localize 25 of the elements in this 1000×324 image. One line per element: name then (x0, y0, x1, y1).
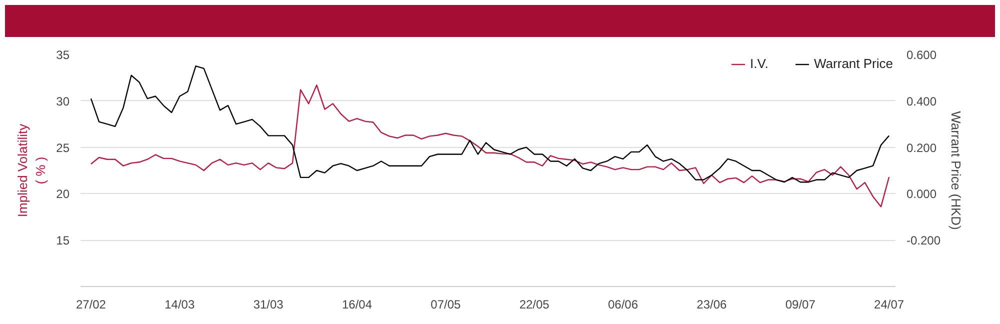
x-tick-label: 16/04 (342, 298, 372, 312)
y-tick-label: 15 (56, 234, 70, 248)
y-tick-label: 20 (56, 187, 70, 202)
x-tick-label: 24/07 (874, 298, 904, 312)
y-tick-label: 35 (56, 48, 70, 62)
x-tick-label: 07/05 (430, 298, 462, 312)
x-tick-label: 14/03 (164, 298, 195, 312)
y-tick-label: 30 (56, 94, 70, 108)
y2-tick-label: 0.000 (906, 187, 937, 202)
x-tick-label: 22/05 (519, 298, 550, 312)
legend-label: I.V. (750, 56, 770, 71)
y-axis-title: Implied Volatility ( % ) (15, 123, 48, 218)
x-tick-label: 06/06 (608, 298, 638, 312)
x-tick-label: 09/07 (785, 298, 816, 312)
y2-tick-label: 0.600 (906, 48, 937, 62)
legend-label: Warrant Price (814, 56, 893, 71)
y2-tick-label: 0.400 (906, 94, 937, 108)
x-tick-label: 31/03 (253, 298, 284, 312)
y2-tick-label: 0.200 (906, 140, 937, 155)
y2-axis-title: Warrant Price (HKD) (948, 111, 964, 230)
y-tick-label: 25 (56, 140, 70, 155)
y2-tick-label: -0.200 (906, 234, 941, 248)
x-tick-label: 23/06 (696, 298, 728, 312)
line-series (90, 84, 890, 208)
x-tick-label: 27/02 (76, 298, 106, 312)
